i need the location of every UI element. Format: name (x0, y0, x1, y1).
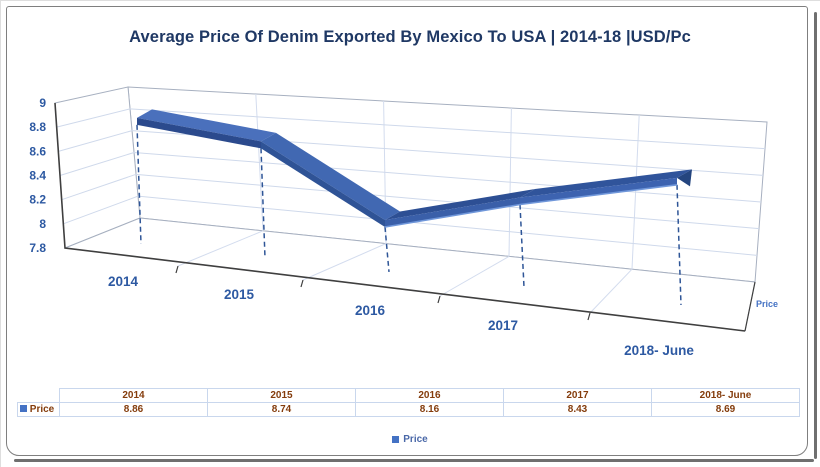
table-col-header: 2018- June (651, 388, 800, 403)
drop-line (676, 184, 682, 305)
chart-legend: Price (0, 434, 820, 445)
value-gridline (56, 108, 766, 150)
value-axis-label: 9 (39, 96, 46, 110)
ribbon-front-face (520, 177, 677, 205)
table-cell: 8.74 (207, 402, 356, 417)
category-axis-label: 2015 (224, 287, 255, 302)
value-axis-label: 8.8 (29, 120, 46, 134)
value-axis-label: 8.4 (29, 169, 46, 183)
ribbon-front-face (137, 117, 261, 149)
value-axis-label: 7.8 (29, 241, 46, 255)
value-axis-label: 8.2 (29, 193, 46, 207)
drop-line (136, 124, 142, 244)
category-axis-label: 2014 (108, 274, 139, 289)
ribbon-front-face (385, 197, 520, 228)
ribbon-top-face (261, 132, 400, 221)
drop-line (260, 148, 266, 258)
value-gridline (61, 173, 760, 230)
category-axis-label: 2018- June (624, 343, 694, 358)
chart-title: Average Price Of Denim Exported By Mexic… (129, 28, 691, 46)
value-gridline (59, 151, 762, 203)
ribbon-top-face (137, 109, 276, 142)
value-gridlines (56, 108, 766, 256)
table-row-label: Price (29, 404, 55, 415)
value-axis-label: 8.6 (29, 144, 46, 158)
category-axis-label: 2016 (355, 303, 386, 318)
series-axis-label: Price (756, 299, 779, 309)
table-col-header: 2014 (59, 388, 208, 403)
value-and-category-axis-line (54, 102, 746, 332)
table-cell: 8.16 (355, 402, 504, 417)
value-axis-label: 8 (39, 217, 46, 231)
drop-lines (136, 124, 682, 305)
ribbon-front-face (261, 141, 385, 228)
data-table: 2014 2015 2016 2017 2018- June Price 8.8… (17, 388, 800, 417)
table-cell: 8.43 (503, 402, 652, 417)
category-tick-marks (175, 265, 591, 321)
ribbon-top-face (385, 189, 535, 221)
series-key-icon (20, 405, 27, 412)
table-col-header: 2015 (207, 388, 356, 403)
drop-line (384, 226, 390, 273)
panel-shadow-right (814, 12, 817, 459)
axis-labels: 9 8.8 8.6 8.4 8.2 8 7.8 2014 2015 2016 2017 2018- J… (29, 96, 694, 358)
ribbon-end-cap (677, 169, 692, 187)
series-ribbon (137, 109, 692, 228)
table-col-header: 2017 (503, 388, 652, 403)
legend-label: Price (403, 434, 428, 445)
ribbon-top-face (520, 169, 692, 198)
table-header-row: 2014 2015 2016 2017 2018- June (18, 388, 800, 403)
series-axis-line (744, 281, 756, 332)
table-cell: 8.69 (651, 402, 800, 417)
value-gridline (58, 130, 764, 176)
panel-shadow-bottom (14, 459, 814, 462)
table-col-header: 2016 (355, 388, 504, 403)
value-gridline (63, 195, 758, 256)
ribbon-bottom-edge (384, 184, 678, 228)
axis-lines (54, 102, 756, 332)
table-row-header: Price (17, 402, 60, 417)
legend-marker-icon (392, 436, 400, 443)
table-row: Price 8.86 8.74 8.16 8.43 8.69 (17, 402, 800, 417)
drop-line (519, 204, 525, 288)
table-corner-cell (18, 389, 60, 403)
category-axis-label: 2017 (488, 318, 518, 333)
table-cell: 8.86 (59, 402, 208, 417)
